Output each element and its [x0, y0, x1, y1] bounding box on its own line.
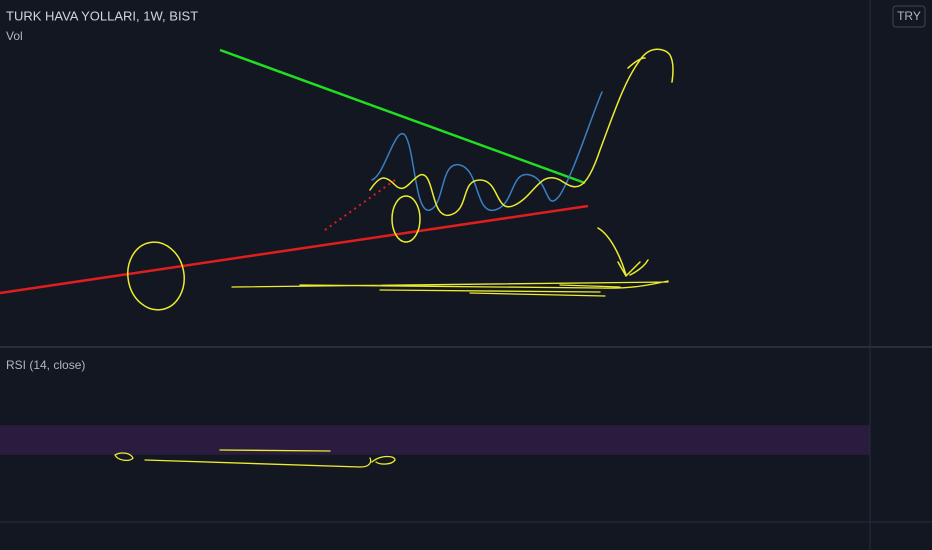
yellow-projection: [369, 48, 674, 216]
yellow-scribble: [114, 449, 396, 468]
chart-title: TURK HAVA YOLLARI, 1W, BIST: [6, 8, 198, 23]
green-trendline: [219, 48, 586, 185]
red-dotted: [324, 179, 396, 231]
blue-projection: [371, 91, 603, 211]
volume-label: Vol: [6, 29, 23, 43]
rsi-title: RSI (14, close): [6, 358, 85, 372]
drawings: [0, 48, 674, 468]
yellow-arrow: [597, 227, 649, 277]
rsi-band-fill: [0, 425, 870, 455]
currency-box[interactable]: [892, 5, 926, 28]
currency[interactable]: TRY: [897, 9, 921, 23]
red-trendline: [0, 204, 589, 295]
yellow-circle: [391, 195, 421, 243]
yellow-circle: [127, 241, 185, 311]
yellow-scribble: [231, 280, 669, 297]
